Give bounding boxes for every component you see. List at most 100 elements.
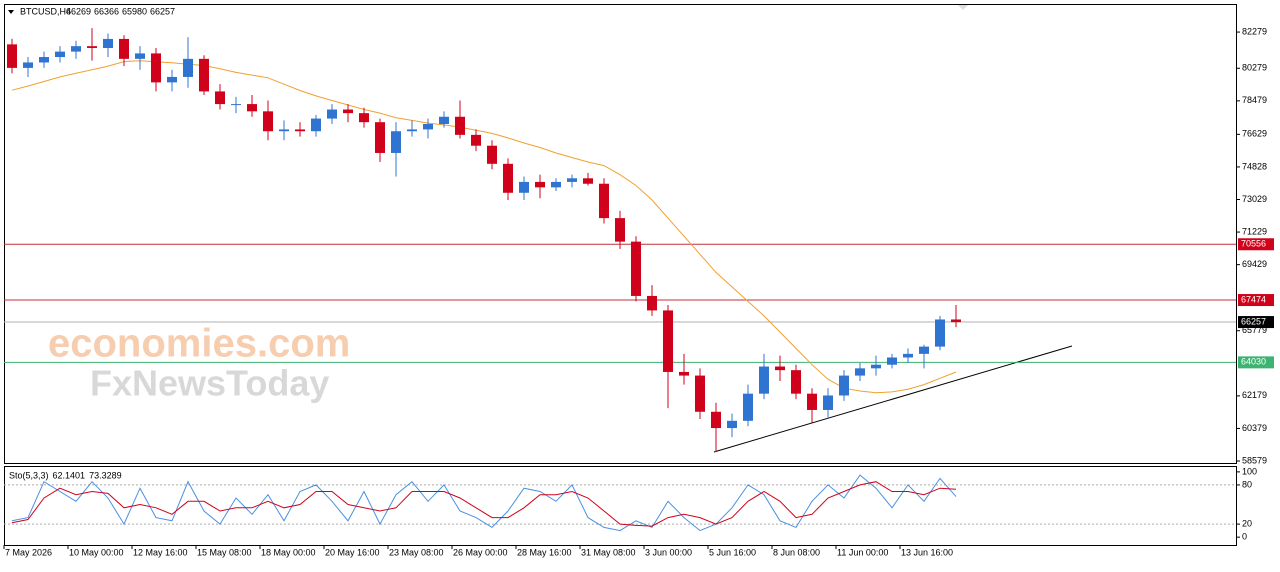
x-tick-label: 7 May 2026 — [5, 547, 52, 557]
candle-body — [583, 178, 593, 184]
candle-body — [7, 44, 17, 68]
price-level-label: 67474 — [1241, 294, 1266, 304]
candle-body — [887, 357, 897, 365]
candle-body — [647, 295, 657, 311]
y-tick-label: 82279 — [1242, 26, 1267, 36]
watermark: economies.com — [48, 322, 350, 366]
indicator-reading: 73.3289 — [89, 470, 122, 480]
candle-body — [551, 181, 561, 188]
candle-body — [823, 395, 833, 410]
y-tick-label: 71229 — [1242, 226, 1267, 236]
indicator-reading: 62.1401 — [53, 470, 86, 480]
y-tick-label: 65779 — [1242, 325, 1267, 335]
candle-body — [135, 53, 145, 59]
candle-body — [503, 163, 513, 193]
y-tick-label: 62179 — [1242, 390, 1267, 400]
y-tick-label: 73029 — [1242, 194, 1267, 204]
price-level-box — [1238, 356, 1274, 369]
menu-arrow[interactable] — [8, 10, 14, 14]
candle-body — [679, 371, 689, 376]
indicator-y-tick-label: 0 — [1242, 532, 1247, 542]
x-tick-label: 13 Jun 16:00 — [901, 547, 953, 557]
candle-body — [919, 346, 929, 354]
quote-value: 66257 — [150, 6, 175, 16]
indicator-y-tick-label: 100 — [1242, 466, 1257, 476]
price-level-box — [1238, 238, 1274, 251]
y-tick-label: 80279 — [1242, 63, 1267, 73]
candle-body — [375, 122, 385, 153]
candle-body — [359, 113, 369, 123]
indicator-y-tick-label: 80 — [1242, 479, 1252, 489]
x-tick-label: 31 May 08:00 — [581, 547, 636, 557]
candle-body — [119, 38, 129, 59]
quote-value: 66269 — [66, 6, 91, 16]
price-level-box — [1238, 316, 1274, 329]
candle-body — [167, 76, 177, 83]
candle-body — [215, 91, 225, 105]
candle-body — [439, 116, 449, 124]
x-tick-label: 23 May 08:00 — [389, 547, 444, 557]
candle-body — [935, 319, 945, 347]
x-tick-label: 5 Jun 16:00 — [709, 547, 756, 557]
candle-body — [423, 123, 433, 130]
x-tick-label: 8 Jun 08:00 — [773, 547, 820, 557]
candle-body — [231, 104, 241, 106]
candle-body — [87, 46, 97, 48]
candle-body — [807, 393, 817, 410]
trend-line — [713, 345, 1073, 453]
candle-body — [839, 375, 849, 396]
stochastic-k — [11, 474, 957, 532]
moving-average — [11, 60, 957, 394]
candle-body — [599, 183, 609, 219]
candle-body — [759, 366, 769, 394]
y-tick-label: 69429 — [1242, 259, 1267, 269]
candle-body — [519, 181, 529, 193]
candle-body — [471, 134, 481, 146]
x-tick-label: 26 May 00:00 — [453, 547, 508, 557]
indicator-frame — [4, 466, 1237, 546]
candle-body — [327, 109, 337, 119]
candle-body — [343, 109, 353, 114]
x-tick-label: 28 May 16:00 — [517, 547, 572, 557]
main-frame — [4, 4, 1237, 464]
candle-body — [199, 58, 209, 92]
candle-body — [103, 38, 113, 48]
symbol: BTCUSD,H4 — [20, 6, 71, 16]
candle-body — [23, 62, 33, 68]
y-tick-label: 60379 — [1242, 423, 1267, 433]
candle-body — [407, 129, 417, 132]
candle-body — [71, 46, 81, 52]
x-tick-label: 11 Jun 00:00 — [837, 547, 888, 557]
candle-body — [855, 368, 865, 376]
candle-body — [567, 178, 577, 182]
candle-body — [39, 57, 49, 63]
price-level-label: 64030 — [1241, 357, 1266, 367]
indicator-label: Sto(5,3,3) — [9, 470, 49, 480]
candle-body — [487, 145, 497, 164]
candle-body — [615, 218, 625, 242]
shift-marker — [958, 5, 968, 10]
candle-body — [743, 393, 753, 421]
price-level-box — [1238, 294, 1274, 307]
candle-body — [151, 53, 161, 83]
indicator-y-tick-label: 20 — [1242, 518, 1252, 528]
candle-body — [631, 241, 641, 296]
watermark: FxNewsToday — [90, 363, 329, 404]
candle-body — [871, 364, 881, 369]
candle-body — [55, 51, 65, 58]
candle-body — [183, 58, 193, 77]
candle-body — [695, 375, 705, 412]
candle-body — [535, 181, 545, 188]
y-tick-label: 58579 — [1242, 455, 1267, 465]
candle-body — [727, 420, 737, 429]
x-tick-label: 20 May 16:00 — [325, 547, 380, 557]
stochastic-d — [11, 481, 957, 527]
x-tick-label: 15 May 08:00 — [197, 547, 252, 557]
candle-body — [663, 310, 673, 372]
candle-body — [455, 116, 465, 135]
y-tick-label: 76629 — [1242, 129, 1267, 139]
candle-body — [295, 129, 305, 132]
x-tick-label: 10 May 00:00 — [69, 547, 124, 557]
quote-value: 66366 — [94, 6, 119, 16]
